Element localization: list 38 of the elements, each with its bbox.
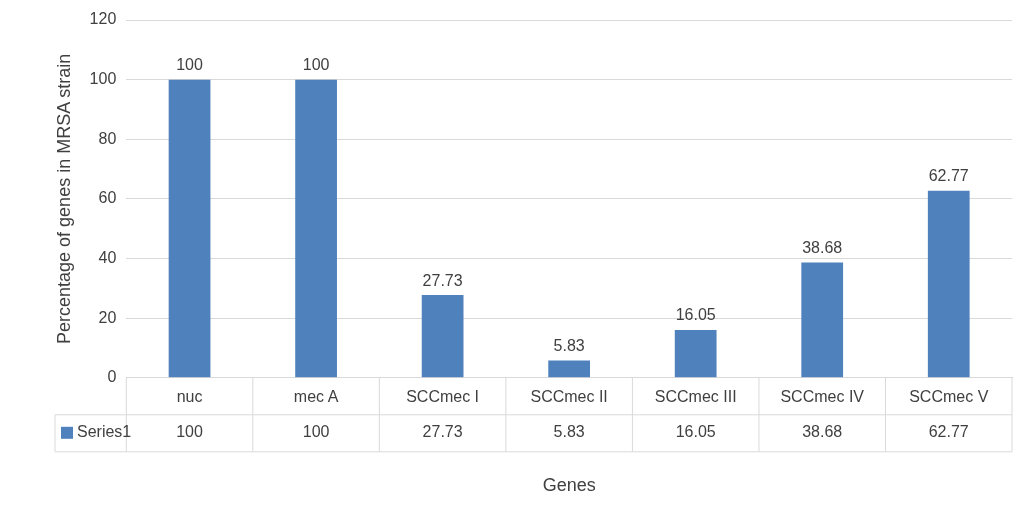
data-label: 16.05 <box>675 423 716 441</box>
data-label: 100 <box>176 423 204 441</box>
bar <box>295 79 337 378</box>
data-label: 62.77 <box>928 423 969 441</box>
bar <box>421 295 464 378</box>
data-label: 5.83 <box>553 423 585 441</box>
x-tick-label: SCCmec V <box>909 387 989 405</box>
y-tick-label: 120 <box>89 10 117 28</box>
data-label: 100 <box>302 423 330 441</box>
x-tick-label: SCCmec II <box>530 387 608 405</box>
y-tick-label: 20 <box>98 308 117 326</box>
data-label: 38.68 <box>802 423 843 441</box>
x-tick-label: SCCmec IV <box>780 387 865 405</box>
y-tick-label: 60 <box>98 189 117 207</box>
y-axis-title: Percentage of genes in MRSA strain <box>53 53 74 344</box>
annotation: 100 <box>302 56 330 74</box>
bar <box>674 329 717 378</box>
x-tick-label: mec A <box>293 387 339 405</box>
bar <box>548 360 591 378</box>
annotation: 16.05 <box>675 306 716 324</box>
legend-label: Series1 <box>77 423 132 441</box>
bar <box>927 190 970 378</box>
annotation: 27.73 <box>422 271 463 289</box>
x-axis-title: Genes <box>542 474 596 495</box>
data-label: 27.73 <box>422 423 463 441</box>
bar <box>168 79 211 378</box>
annotation: 38.68 <box>802 238 843 256</box>
y-tick-label: 80 <box>98 129 117 147</box>
x-tick-label: SCCmec I <box>406 387 480 405</box>
annotation: 5.83 <box>553 336 585 354</box>
annotation: 100 <box>176 56 204 74</box>
bar <box>801 262 844 378</box>
y-tick-label: 40 <box>98 248 117 266</box>
x-tick-label: nuc <box>176 387 203 405</box>
y-tick-label: 100 <box>89 70 117 88</box>
x-tick-label: SCCmec III <box>654 387 737 405</box>
y-tick-label: 0 <box>107 368 117 386</box>
annotation: 62.77 <box>928 167 969 185</box>
